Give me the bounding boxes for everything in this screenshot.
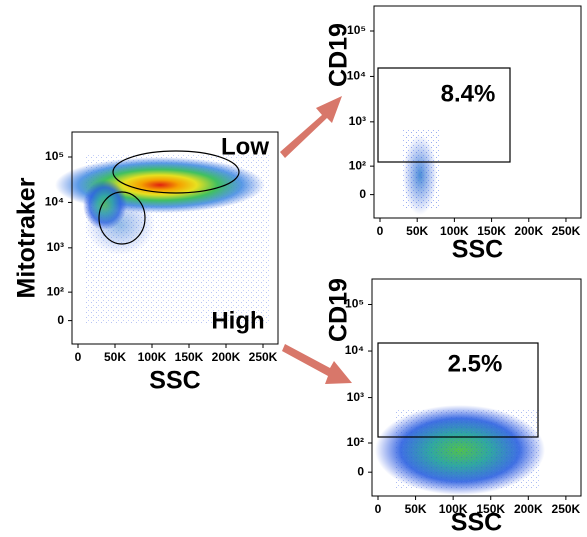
x-tick-label: 100K — [439, 502, 468, 516]
gate-rect — [377, 342, 539, 438]
y-axis-label: CD19 — [325, 278, 353, 342]
gate-label: 2.5% — [448, 350, 503, 377]
x-tick-label: 50K — [104, 350, 126, 364]
arrow — [282, 344, 352, 384]
y-tick-label: 10⁴ — [347, 69, 366, 83]
x-axis-label: SSC — [451, 509, 502, 537]
gate-rect — [377, 67, 511, 163]
x-tick-label: 100K — [138, 350, 167, 364]
gate-ellipse — [98, 191, 146, 245]
y-tick-label: 10⁴ — [45, 195, 64, 209]
y-tick-label: 0 — [357, 464, 364, 478]
gate-label: 8.4% — [441, 80, 496, 107]
x-tick-label: 200K — [514, 224, 543, 238]
y-tick-label: 10⁵ — [347, 23, 366, 37]
x-tick-label: 0 — [375, 502, 382, 516]
x-tick-label: 0 — [75, 350, 82, 364]
y-tick-label: 10³ — [349, 114, 366, 128]
y-tick-label: 10³ — [347, 390, 364, 404]
y-tick-label: 10⁵ — [45, 149, 64, 163]
y-tick-label: 10³ — [47, 240, 64, 254]
x-tick-label: 100K — [440, 224, 469, 238]
y-tick-label: 10² — [47, 284, 64, 298]
y-tick-label: 10² — [347, 435, 364, 449]
arrow — [280, 96, 342, 158]
x-axis-label: SSC — [149, 367, 200, 395]
y-tick-label: 0 — [359, 187, 366, 201]
x-tick-label: 150K — [477, 224, 506, 238]
y-axis-label: CD19 — [325, 23, 353, 87]
plot-frame — [71, 131, 279, 345]
x-tick-label: 50K — [405, 502, 427, 516]
x-tick-label: 250K — [249, 350, 278, 364]
x-tick-label: 200K — [212, 350, 241, 364]
gate-label: Low — [221, 133, 269, 160]
x-tick-label: 150K — [175, 350, 204, 364]
density-clouds — [55, 130, 545, 495]
x-tick-label: 250K — [552, 502, 581, 516]
plot-frame — [373, 5, 582, 219]
plot-frame — [371, 278, 582, 497]
y-tick-label: 0 — [57, 313, 64, 327]
y-axis-label: Mitotraker — [13, 177, 41, 298]
y-tick-label: 10² — [349, 158, 366, 172]
x-tick-label: 250K — [552, 224, 581, 238]
x-tick-label: 0 — [377, 224, 384, 238]
gate-ellipse — [112, 150, 240, 194]
y-tick-label: 10⁵ — [345, 297, 364, 311]
x-tick-label: 150K — [476, 502, 505, 516]
gate-label: High — [211, 307, 264, 334]
y-tick-label: 10⁴ — [345, 343, 364, 357]
x-tick-label: 50K — [406, 224, 428, 238]
x-axis-label: SSC — [452, 236, 503, 264]
x-tick-label: 200K — [514, 502, 543, 516]
